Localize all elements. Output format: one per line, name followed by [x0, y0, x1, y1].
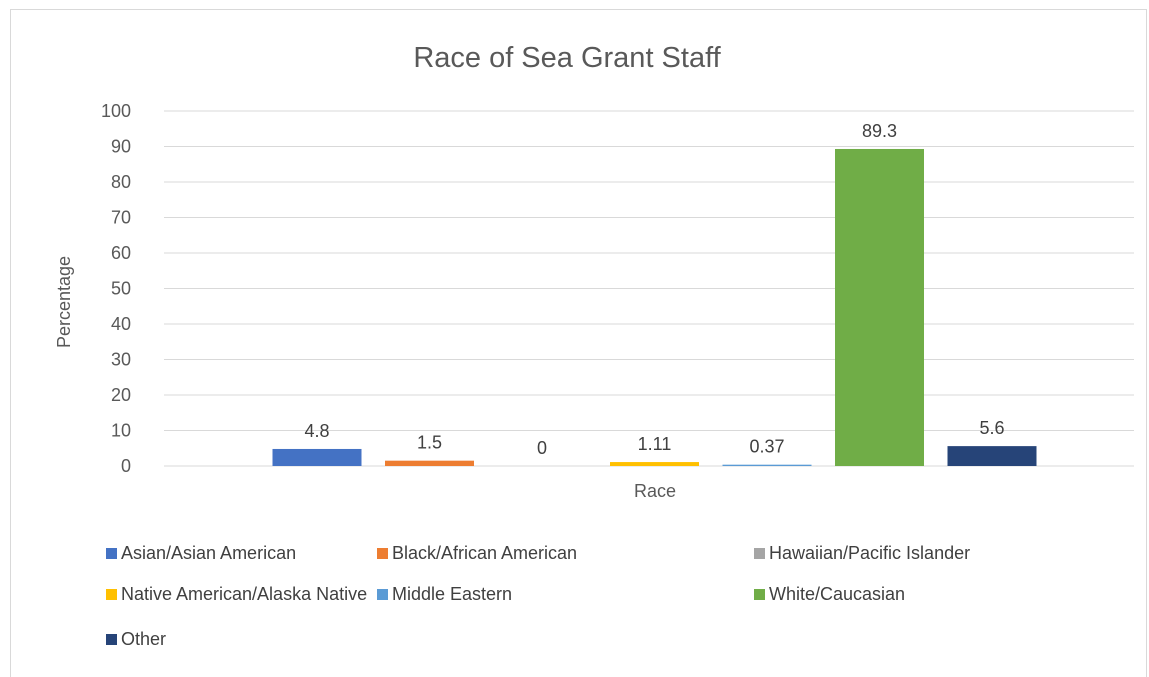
legend-swatch — [106, 547, 117, 559]
data-label: 4.8 — [304, 421, 329, 441]
y-tick-label: 100 — [101, 101, 131, 121]
legend-item: Hawaiian/Pacific Islander — [754, 542, 970, 564]
data-labels: 4.8 1.5 0 1.11 0.37 89.3 5.6 — [304, 121, 1004, 458]
chart-frame — [10, 9, 1147, 677]
legend-item: Other — [106, 628, 166, 650]
legend-label: Native American/Alaska Native — [121, 583, 368, 604]
y-tick-label: 20 — [111, 385, 131, 405]
legend-swatch — [377, 547, 388, 559]
legend-label: Black/African American — [392, 542, 578, 563]
legend-label: Middle Eastern — [392, 583, 513, 604]
y-tick-labels: 0 10 20 30 40 50 60 70 80 90 100 — [101, 101, 131, 476]
y-tick-label: 50 — [111, 279, 131, 299]
legend-swatch — [106, 633, 117, 645]
legend-item: Asian/Asian American — [106, 542, 296, 564]
data-label: 1.5 — [417, 433, 442, 453]
legend-swatch — [754, 588, 765, 600]
data-label: 0 — [537, 438, 547, 458]
data-label: 89.3 — [862, 121, 897, 141]
y-tick-label: 70 — [111, 208, 131, 228]
chart-title: Race of Sea Grant Staff — [413, 42, 721, 74]
legend-label: Hawaiian/Pacific Islander — [769, 542, 971, 563]
legend-label: Asian/Asian American — [121, 542, 297, 563]
y-tick-label: 60 — [111, 243, 131, 263]
y-tick-label: 0 — [121, 456, 131, 476]
legend-item: Native American/Alaska Native — [106, 583, 367, 605]
y-tick-label: 10 — [111, 421, 131, 441]
x-axis-label: Race — [634, 481, 676, 501]
y-tick-label: 40 — [111, 314, 131, 334]
legend-item: Middle Eastern — [377, 583, 512, 605]
data-label: 1.11 — [638, 434, 672, 454]
y-tick-label: 90 — [111, 137, 131, 157]
y-tick-label: 30 — [111, 350, 131, 370]
bar-native-american-alaska-native — [610, 462, 699, 466]
bar-black-african-american — [385, 460, 474, 466]
data-label: 5.6 — [979, 418, 1004, 438]
data-label: 0.37 — [749, 437, 784, 457]
bar-middle-eastern — [722, 464, 812, 466]
bar-white-caucasian — [835, 148, 924, 467]
legend-label: White/Caucasian — [769, 583, 906, 604]
y-axis-label: Percentage — [54, 256, 74, 348]
legend-swatch — [106, 588, 117, 600]
bar-other — [947, 446, 1037, 466]
legend-swatch — [377, 588, 388, 600]
legend-item: Black/African American — [377, 542, 577, 564]
gridlines — [164, 110, 1134, 467]
legend-item: White/Caucasian — [754, 583, 905, 605]
bar-asian-asian-american — [272, 448, 362, 466]
bars — [272, 148, 1037, 467]
y-tick-label: 80 — [111, 172, 131, 192]
legend-label: Other — [121, 628, 167, 649]
legend-swatch — [754, 547, 765, 559]
legend: Asian/Asian American Black/African Americ… — [106, 542, 1066, 672]
